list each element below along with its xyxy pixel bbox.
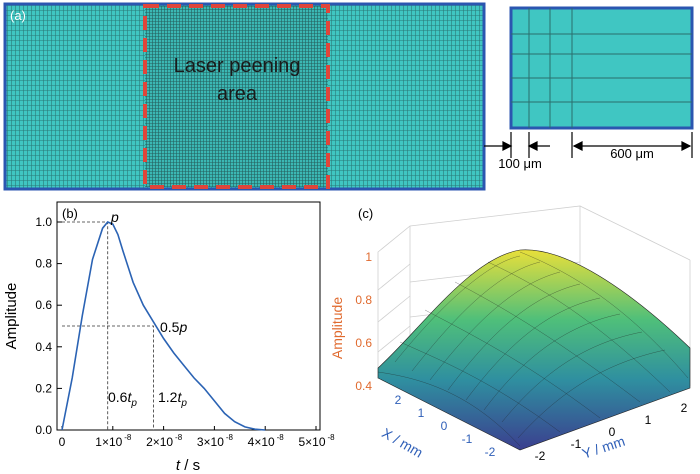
x-tick-label-3d: -1 bbox=[462, 432, 473, 446]
panel-a-tag: (a) bbox=[10, 8, 26, 23]
t2-num: 1.2 bbox=[158, 389, 178, 405]
z-tick-label: 0.8 bbox=[355, 293, 372, 307]
y-tick-label: 0.4 bbox=[35, 340, 52, 354]
z-tick-label: 1 bbox=[365, 250, 372, 264]
x-axis-label-t: t bbox=[176, 457, 181, 474]
x-tick-exponent: -8 bbox=[124, 433, 132, 442]
half-label-num: 0.5 bbox=[160, 319, 180, 335]
x-axis-label-3d: X / mm bbox=[379, 425, 425, 461]
y-ticks-b: 0.0 0.2 0.4 0.6 0.8 1.0 bbox=[35, 215, 62, 437]
t2-label: 1.2tp bbox=[158, 389, 187, 409]
dim-100um: 100 μm bbox=[498, 156, 542, 171]
z-axis-label: Amplitude bbox=[329, 297, 345, 359]
x-tick-label: 1×10 bbox=[95, 435, 122, 449]
y-axis-label: Amplitude bbox=[3, 283, 20, 350]
x-tick-label-3d: 0 bbox=[441, 419, 448, 433]
x-tick-label: 0 bbox=[59, 435, 66, 449]
x-axis-label-unit: / s bbox=[180, 457, 200, 474]
half-label-p: p bbox=[178, 319, 187, 335]
x-tick-exponent: -8 bbox=[277, 433, 285, 442]
peak-label: p bbox=[110, 209, 119, 225]
t1-num: 0.6 bbox=[108, 389, 128, 405]
t1-t: t bbox=[127, 389, 132, 405]
y-tick-label-3d: -1 bbox=[571, 437, 582, 451]
x-ticks-c: 2 1 0 -1 -2 bbox=[395, 393, 496, 459]
x-tick-exponent: -8 bbox=[226, 433, 234, 442]
x-tick-label: 5×10 bbox=[298, 435, 325, 449]
x-tick-label: 4×10 bbox=[248, 435, 275, 449]
y-axis-label-3d: Y / mm bbox=[580, 433, 627, 462]
dim-600um: 600 μm bbox=[610, 146, 654, 161]
x-tick-label: 3×10 bbox=[197, 435, 224, 449]
panel-c-tag: (c) bbox=[358, 206, 373, 221]
laser-label-line1: Laser peening bbox=[174, 55, 301, 77]
x-tick-label-3d: 1 bbox=[418, 406, 425, 420]
y-tick-label: 0.2 bbox=[35, 381, 52, 395]
y-ticks-c: -2 -1 0 1 2 bbox=[535, 401, 688, 463]
mesh-zoom bbox=[509, 6, 694, 130]
z-tick-label: 0.4 bbox=[355, 379, 372, 393]
x-tick-label-3d: -2 bbox=[485, 445, 496, 459]
x-tick-exponent: -8 bbox=[327, 433, 335, 442]
y-tick-label: 0.8 bbox=[35, 257, 52, 271]
z-tick-label: 0.6 bbox=[355, 336, 372, 350]
half-guide bbox=[62, 325, 154, 430]
y-tick-label: 0.6 bbox=[35, 298, 52, 312]
y-tick-label: 1.0 bbox=[35, 215, 52, 229]
x-ticks-b: 0 1×10 -8 2×10 -8 3×10 -8 4×10 -8 5×10 -8 bbox=[59, 426, 335, 449]
panel-b: (b) 0.00.20.40.60.81.0 0 1×10 -8 2×10 -8 3×10… bbox=[3, 201, 335, 474]
panel-a: (a) Laser peening area 100 μm 600 μm bbox=[3, 2, 694, 191]
panel-b-tag: (b) bbox=[62, 206, 78, 221]
laser-peening-area bbox=[143, 4, 330, 189]
t1-label: 0.6tp bbox=[108, 389, 137, 409]
amplitude-curve bbox=[61, 221, 266, 431]
y-tick-label-3d: 0 bbox=[609, 425, 616, 439]
x-axis-label: t / s bbox=[176, 457, 200, 474]
laser-label-line2: area bbox=[217, 83, 258, 105]
plot-frame bbox=[56, 201, 321, 431]
y-tick-label-3d: 1 bbox=[645, 413, 652, 427]
y-tick-label-3d: 2 bbox=[681, 401, 688, 415]
y-tick-label-3d: -2 bbox=[535, 449, 546, 463]
y-tick-label: 0.0 bbox=[35, 423, 52, 437]
laser-mesh bbox=[145, 6, 328, 187]
dimension-lines bbox=[484, 132, 693, 158]
z-ticks-c: 0.4 0.6 0.8 1 bbox=[355, 250, 372, 393]
t2-t: t bbox=[177, 389, 182, 405]
half-label: 0.5p bbox=[160, 319, 187, 335]
x-tick-label-3d: 2 bbox=[395, 393, 402, 407]
t2-sub: p bbox=[180, 398, 187, 409]
surface-3d bbox=[377, 249, 691, 451]
x-tick-label: 2×10 bbox=[146, 435, 173, 449]
panel-c: (c) bbox=[329, 205, 691, 463]
t1-sub: p bbox=[130, 398, 137, 409]
x-tick-exponent: -8 bbox=[175, 433, 183, 442]
